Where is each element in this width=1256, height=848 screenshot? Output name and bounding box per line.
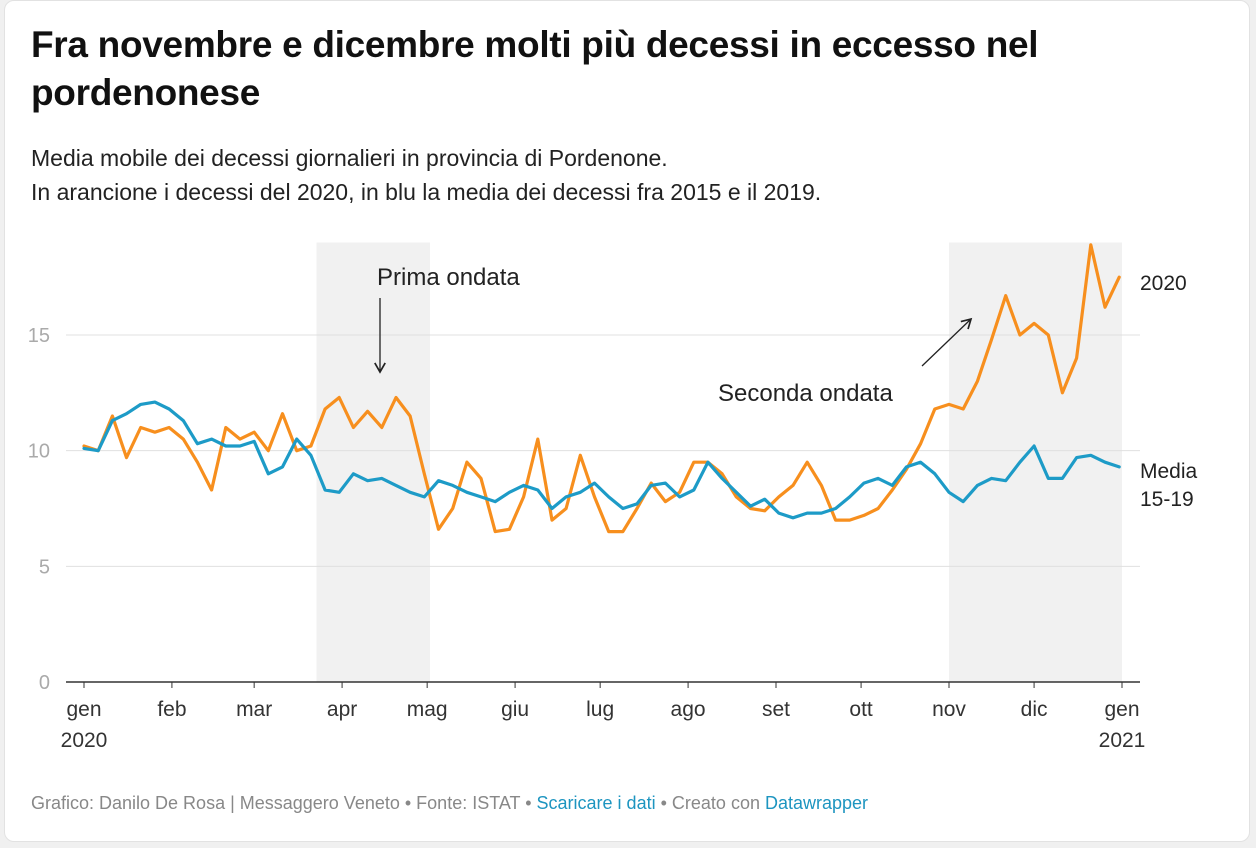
- x-tick-label: gen 2021: [1099, 698, 1146, 752]
- x-tick-label: ott: [849, 698, 873, 721]
- series-label: 2020: [1140, 272, 1187, 295]
- series-line: [82, 400, 1121, 520]
- annotation: Seconda ondata: [718, 380, 893, 407]
- x-tick-label: set: [762, 698, 790, 721]
- y-tick-label: 15: [28, 325, 50, 347]
- y-tick-label: 10: [28, 441, 50, 463]
- x-tick-label: lug: [586, 698, 614, 721]
- x-tick-label: feb: [157, 698, 186, 721]
- subtitle-line: Media mobile dei decessi giornalieri in …: [31, 145, 668, 171]
- x-tick-label: mag: [407, 698, 448, 721]
- x-tick-label: apr: [327, 698, 357, 721]
- series-label: Media 15-19: [1140, 460, 1198, 511]
- x-tick-label: nov: [932, 698, 966, 721]
- annotation-arrow: [921, 317, 973, 367]
- highlight-range: [316, 242, 430, 682]
- footer-text: Grafico: Danilo De Rosa | Messaggero Ven…: [31, 793, 532, 813]
- subtitle: Media mobile dei decessi giornalieri in …: [31, 141, 1211, 209]
- footer: Grafico: Danilo De Rosa | Messaggero Ven…: [31, 793, 868, 814]
- annotation: Prima ondata: [377, 264, 520, 291]
- x-tick-label: mar: [236, 698, 272, 721]
- footer-link[interactable]: Scaricare i dati: [536, 793, 656, 813]
- series-line: [82, 243, 1121, 534]
- highlight-range: [949, 242, 1122, 682]
- x-tick-label: giu: [501, 698, 529, 721]
- x-tick-label: dic: [1021, 698, 1048, 721]
- chart-title: Fra novembre e dicembre molti più decess…: [31, 24, 1039, 113]
- x-tick-label: ago: [671, 698, 706, 721]
- y-tick-label: 0: [39, 672, 50, 694]
- x-tick-label: gen 2020: [61, 698, 108, 752]
- subtitle-line: In arancione i decessi del 2020, in blu …: [31, 179, 822, 205]
- y-tick-label: 5: [39, 556, 50, 578]
- footer-link[interactable]: Datawrapper: [764, 793, 869, 813]
- footer-text: • Creato con: [660, 793, 760, 813]
